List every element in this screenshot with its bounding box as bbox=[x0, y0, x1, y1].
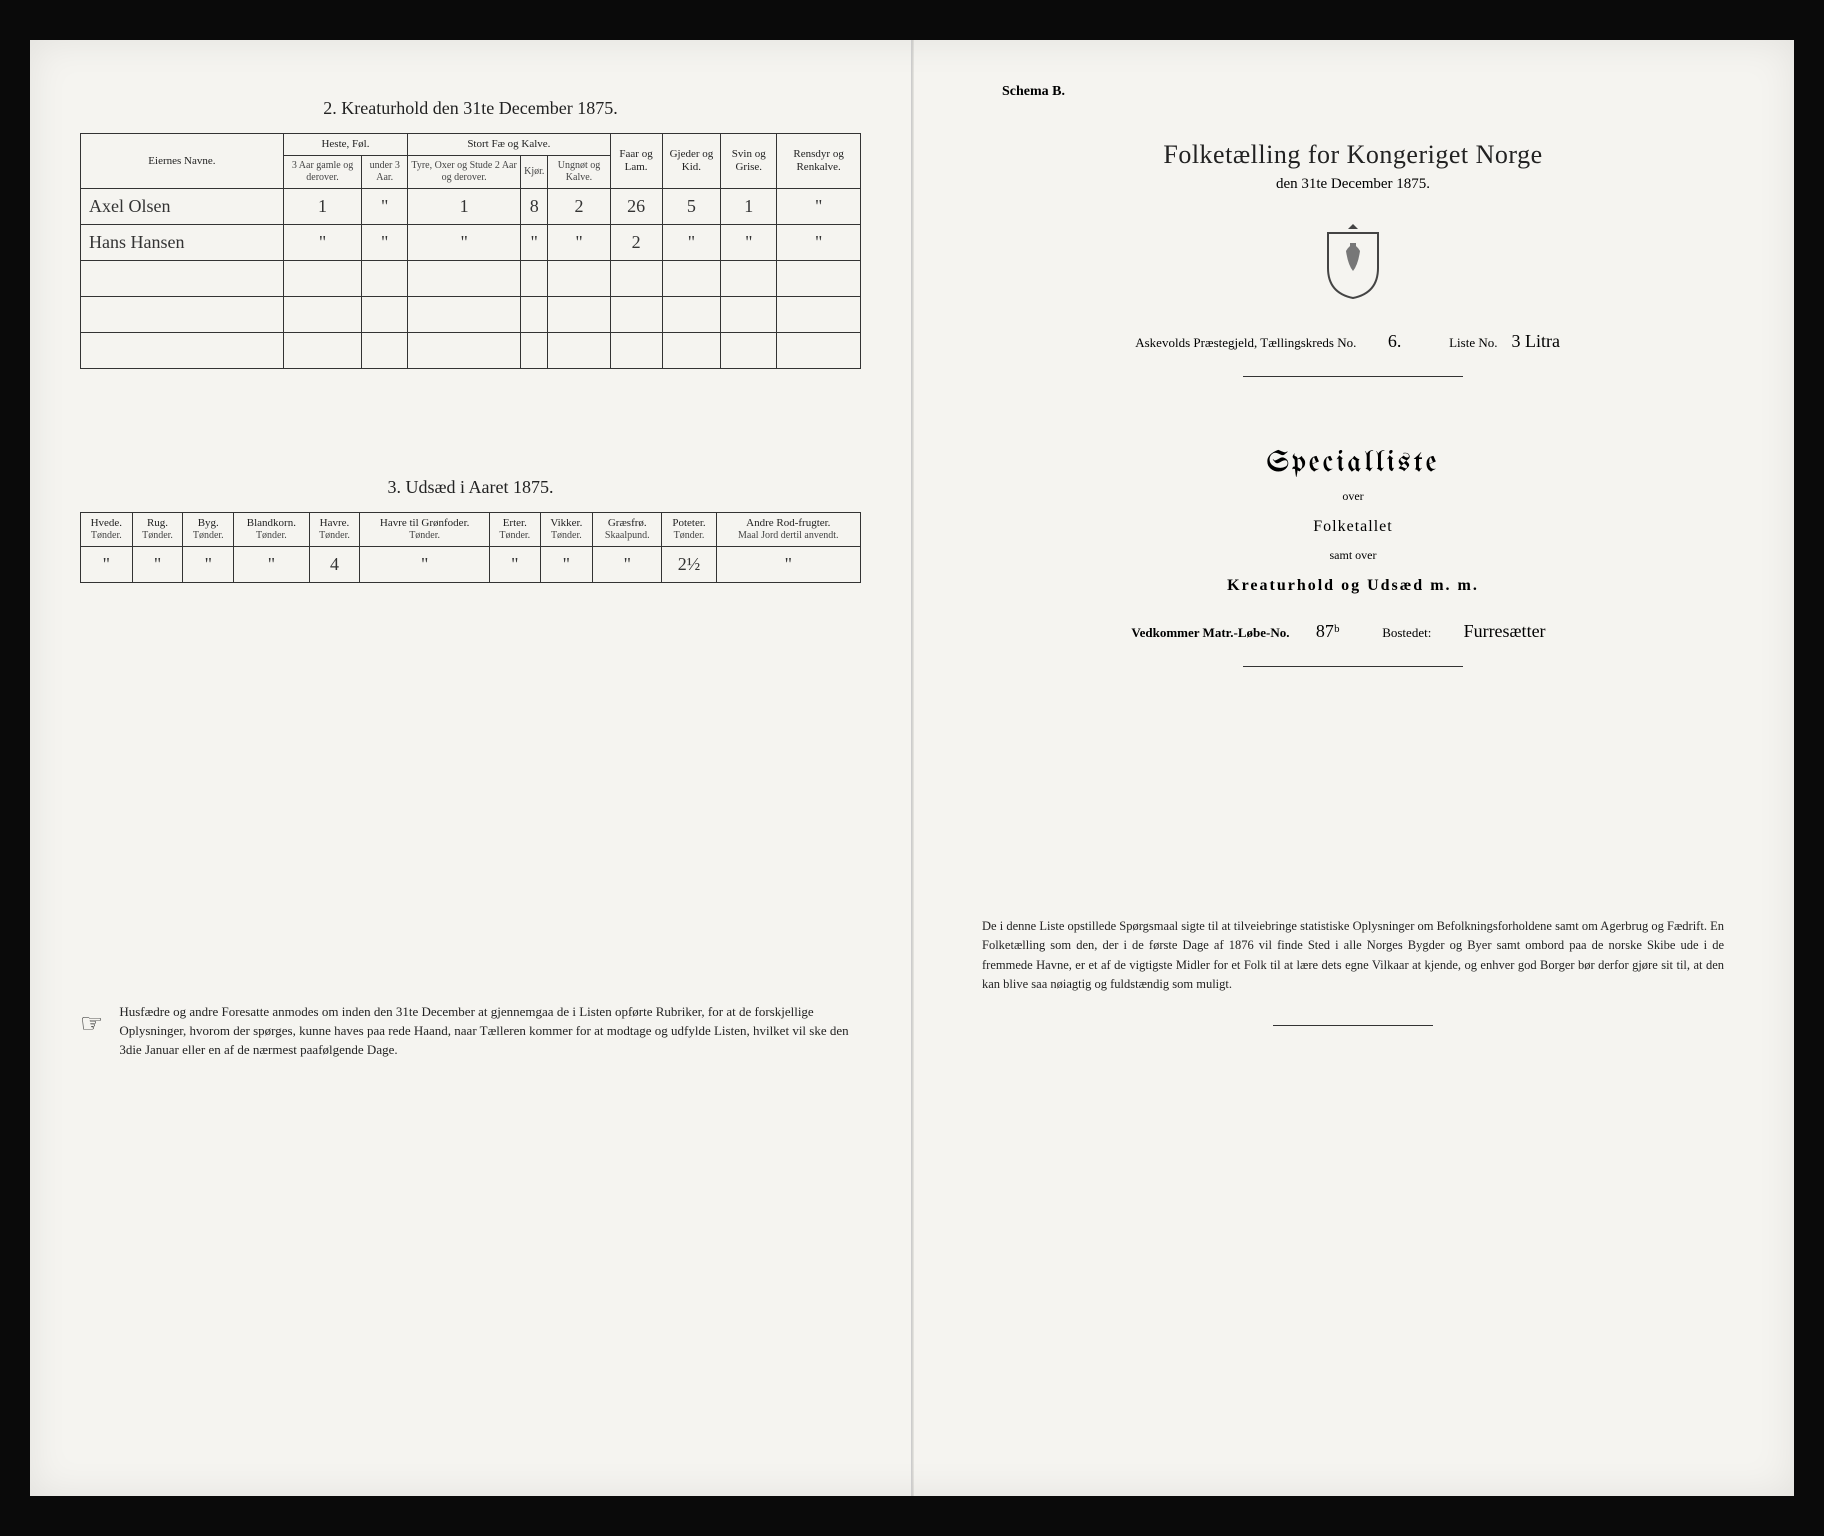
sub-h1: 3 Aar gamle og derover. bbox=[283, 156, 361, 189]
divider bbox=[1273, 1025, 1433, 1026]
folketallet-label: Folketallet bbox=[962, 518, 1744, 536]
table-row: Hans Hansen " " " " " 2 " " " bbox=[81, 225, 861, 261]
h-bland: Blandkorn.Tønder. bbox=[234, 513, 309, 547]
left-footnote: ☞ Husfædre og andre Foresatte anmodes om… bbox=[80, 1003, 861, 1060]
h-rug: Rug.Tønder. bbox=[132, 513, 183, 547]
parish-no: 6. bbox=[1360, 331, 1430, 352]
h-erter: Erter.Tønder. bbox=[489, 513, 540, 547]
main-title: Folketælling for Kongeriget Norge bbox=[962, 140, 1744, 170]
udsaed-table: Hvede.Tønder. Rug.Tønder. Byg.Tønder. Bl… bbox=[80, 512, 861, 583]
section3-title: 3. Udsæd i Aaret 1875. bbox=[80, 477, 861, 498]
coat-of-arms-icon bbox=[1318, 221, 1388, 301]
col-gjeder: Gjeder og Kid. bbox=[662, 134, 721, 189]
sub-s1: Tyre, Oxer og Stude 2 Aar og derover. bbox=[408, 156, 521, 189]
table-row: " " " " 4 " " " " 2½ " bbox=[81, 547, 861, 583]
divider bbox=[1243, 376, 1463, 377]
divider bbox=[1243, 666, 1463, 667]
table-row: Axel Olsen 1 " 1 8 2 26 5 1 " bbox=[81, 189, 861, 225]
sub-h2: under 3 Aar. bbox=[362, 156, 408, 189]
col-rens: Rensdyr og Renkalve. bbox=[777, 134, 861, 189]
col-faar: Faar og Lam. bbox=[610, 134, 662, 189]
book-spine bbox=[912, 40, 914, 1496]
sub-date: den 31te December 1875. bbox=[962, 176, 1744, 193]
pointing-hand-icon: ☞ bbox=[80, 1005, 103, 1043]
sub-s3: Ungnøt og Kalve. bbox=[548, 156, 610, 189]
kreatur-label: Kreaturhold og Udsæd m. m. bbox=[962, 577, 1744, 595]
h-andre: Andre Rod-frugter.Maal Jord dertil anven… bbox=[716, 513, 860, 547]
section2-title: 2. Kreaturhold den 31te December 1875. bbox=[80, 98, 861, 119]
specialliste-title: Specialliste bbox=[962, 447, 1744, 479]
over-label: over bbox=[962, 489, 1744, 504]
col-owner: Eiernes Navne. bbox=[81, 134, 284, 189]
liste-no: 3 Litra bbox=[1501, 331, 1571, 352]
h-vikker: Vikker.Tønder. bbox=[540, 513, 592, 547]
col-svin: Svin og Grise. bbox=[721, 134, 777, 189]
right-page: Schema B. Folketælling for Kongeriget No… bbox=[912, 40, 1794, 1496]
h-poteter: Poteter.Tønder. bbox=[662, 513, 716, 547]
h-byg: Byg.Tønder. bbox=[183, 513, 234, 547]
h-havregr: Havre til Grønfoder.Tønder. bbox=[360, 513, 490, 547]
left-footnote-text: Husfædre og andre Foresatte anmodes om i… bbox=[119, 1003, 861, 1060]
parish-line: Askevolds Præstegjeld, Tællingskreds No.… bbox=[962, 331, 1744, 352]
scan-frame: 2. Kreaturhold den 31te December 1875. E… bbox=[0, 0, 1824, 1536]
schema-label: Schema B. bbox=[1002, 84, 1744, 100]
group-stort: Stort Fæ og Kalve. bbox=[408, 134, 610, 156]
h-graes: Græsfrø.Skaalpund. bbox=[593, 513, 662, 547]
group-heste: Heste, Føl. bbox=[283, 134, 407, 156]
h-havre: Havre.Tønder. bbox=[309, 513, 360, 547]
paper: 2. Kreaturhold den 31te December 1875. E… bbox=[30, 40, 1794, 1496]
bosted: Furresætter bbox=[1435, 621, 1575, 642]
left-page: 2. Kreaturhold den 31te December 1875. E… bbox=[30, 40, 912, 1496]
right-footnote: De i denne Liste opstillede Spørgsmaal s… bbox=[962, 917, 1744, 995]
table-row bbox=[81, 261, 861, 297]
table-row bbox=[81, 333, 861, 369]
h-hvede: Hvede.Tønder. bbox=[81, 513, 133, 547]
samt-label: samt over bbox=[962, 548, 1744, 563]
table-row bbox=[81, 297, 861, 333]
kreaturhold-table: Eiernes Navne. Heste, Føl. Stort Fæ og K… bbox=[80, 133, 861, 369]
matr-no: 87ᵇ bbox=[1293, 621, 1363, 642]
sub-s2: Kjør. bbox=[521, 156, 548, 189]
vedkommer-line: Vedkommer Matr.-Løbe-No. 87ᵇ Bostedet: F… bbox=[962, 621, 1744, 642]
